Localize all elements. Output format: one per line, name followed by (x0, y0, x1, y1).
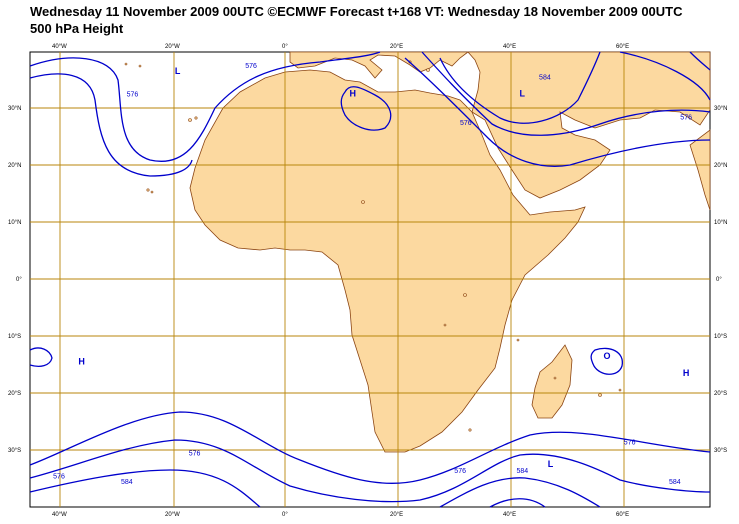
lon-label-bottom-2: 20°W (165, 512, 180, 518)
lat-label-left-5: 10°S (8, 334, 21, 340)
pressure-center-l: L (175, 66, 181, 76)
pressure-center-h: H (350, 89, 357, 99)
india-land (689, 129, 711, 211)
contour-label: 576 (624, 439, 636, 446)
contour-label: 576 (680, 114, 692, 121)
pressure-center-l: L (548, 459, 554, 469)
islands (124, 60, 622, 432)
lon-label-bottom-3: 0° (282, 512, 288, 518)
arabia-land (467, 51, 711, 199)
lon-label-bottom-4: 20°E (390, 512, 403, 518)
pressure-center-l: L (520, 89, 526, 99)
contour-label: 576 (127, 92, 139, 99)
lon-label-bottom-6: 60°E (616, 512, 629, 518)
map-title: Wednesday 11 November 2009 00UTC ©ECMWF … (30, 4, 683, 19)
lon-label-top-2: 20°W (165, 44, 180, 50)
pressure-center-h: H (683, 368, 690, 378)
contour-label: 576 (189, 451, 201, 458)
pressure-center-h: H (78, 357, 85, 367)
map-subtitle: 500 hPa Height (30, 21, 124, 36)
contour-label: 584 (539, 75, 551, 82)
pressure-centers: H L L H O H L (78, 66, 689, 469)
africa-land (189, 69, 586, 453)
lon-label-top-6: 60°E (616, 44, 629, 50)
lon-label-bottom-1: 40°W (52, 512, 67, 518)
contour-label: 576 (454, 468, 466, 475)
contour-label: 576 (245, 63, 257, 70)
lon-label-top-1: 40°W (52, 44, 67, 50)
contour-label: 576 (53, 474, 65, 481)
contour-labels: 576 576 576 584 576 576 576 584 576 584 576 584 (53, 63, 692, 486)
tick-labels: 40°W 20°W 0° 20°E 40°E 60°E 40°W 20°W 0°… (8, 44, 727, 518)
madagascar-land (531, 344, 573, 419)
lon-label-bottom-5: 40°E (503, 512, 516, 518)
lat-label-right-4: 0° (716, 277, 722, 283)
lon-label-top-5: 40°E (503, 44, 516, 50)
europe-land (289, 51, 470, 79)
contour-label: 584 (516, 468, 528, 475)
contour-label: 576 (460, 120, 472, 127)
pressure-center-o: O (604, 351, 611, 361)
lat-label-right-6: 20°S (714, 391, 727, 397)
lat-label-left-7: 30°S (8, 448, 21, 454)
lat-label-left-3: 10°N (8, 220, 21, 226)
lat-label-right-2: 20°N (714, 163, 727, 169)
graticule (30, 52, 710, 507)
contour-label: 584 (669, 479, 681, 486)
contour-label: 584 (121, 479, 133, 486)
lat-label-left-2: 20°N (8, 163, 21, 169)
lat-label-left-4: 0° (16, 277, 22, 283)
lat-label-left-6: 20°S (8, 391, 21, 397)
lat-label-right-1: 30°N (714, 106, 727, 112)
lat-label-right-5: 10°S (714, 334, 727, 340)
lon-label-top-4: 20°E (390, 44, 403, 50)
lat-label-right-7: 30°S (714, 448, 727, 454)
lat-label-right-3: 10°N (714, 220, 727, 226)
lon-label-top-3: 0° (282, 44, 288, 50)
height-contours (29, 51, 711, 508)
lat-label-left-1: 30°N (8, 106, 21, 112)
